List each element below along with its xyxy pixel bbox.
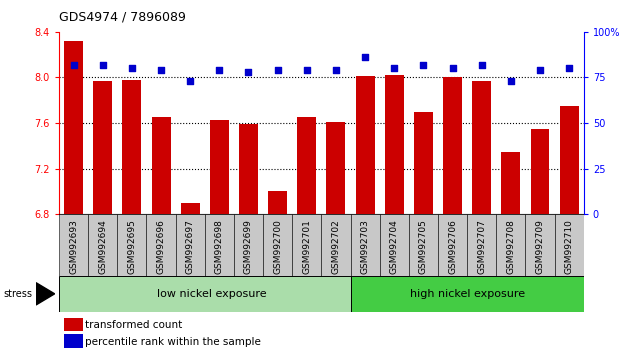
Text: GDS4974 / 7896089: GDS4974 / 7896089: [59, 11, 186, 24]
Bar: [496, 214, 525, 276]
Bar: [438, 214, 467, 276]
Point: [477, 62, 487, 68]
Text: high nickel exposure: high nickel exposure: [410, 289, 525, 299]
Text: GSM992696: GSM992696: [156, 219, 166, 274]
Bar: [205, 214, 234, 276]
Bar: [88, 214, 117, 276]
Bar: [409, 214, 438, 276]
Point: [156, 67, 166, 73]
Bar: [59, 214, 88, 276]
Bar: [64, 334, 83, 348]
Point: [185, 78, 195, 84]
Point: [389, 65, 399, 71]
Bar: [263, 214, 292, 276]
Text: GSM992699: GSM992699: [244, 219, 253, 274]
Text: GSM992695: GSM992695: [127, 219, 137, 274]
Bar: [530, 129, 550, 214]
Text: GSM992708: GSM992708: [506, 219, 515, 274]
Bar: [379, 214, 409, 276]
Point: [214, 67, 224, 73]
Bar: [59, 276, 350, 312]
Point: [273, 67, 283, 73]
Bar: [555, 214, 584, 276]
Bar: [443, 78, 462, 214]
Bar: [117, 214, 147, 276]
Bar: [472, 81, 491, 214]
Bar: [322, 214, 350, 276]
Text: GSM992706: GSM992706: [448, 219, 457, 274]
Point: [506, 78, 516, 84]
Bar: [385, 75, 404, 214]
Bar: [268, 192, 287, 214]
Text: transformed count: transformed count: [85, 320, 183, 330]
Point: [331, 67, 341, 73]
Text: GSM992705: GSM992705: [419, 219, 428, 274]
Point: [535, 67, 545, 73]
Text: GSM992700: GSM992700: [273, 219, 282, 274]
Point: [564, 65, 574, 71]
Point: [448, 65, 458, 71]
Bar: [239, 124, 258, 214]
Text: GSM992709: GSM992709: [535, 219, 545, 274]
Bar: [350, 276, 584, 312]
Bar: [501, 152, 520, 214]
Point: [68, 62, 78, 68]
Bar: [297, 117, 316, 214]
Bar: [525, 214, 555, 276]
Point: [419, 62, 428, 68]
Bar: [181, 203, 200, 214]
Text: stress: stress: [3, 289, 32, 299]
Bar: [350, 214, 379, 276]
Bar: [327, 122, 345, 214]
Text: GSM992703: GSM992703: [361, 219, 369, 274]
Text: low nickel exposure: low nickel exposure: [157, 289, 267, 299]
Bar: [234, 214, 263, 276]
Text: GSM992698: GSM992698: [215, 219, 224, 274]
Point: [360, 55, 370, 60]
Point: [97, 62, 107, 68]
Bar: [176, 214, 205, 276]
Bar: [210, 120, 229, 214]
Text: GSM992710: GSM992710: [564, 219, 574, 274]
Text: percentile rank within the sample: percentile rank within the sample: [85, 337, 261, 347]
Text: GSM992707: GSM992707: [477, 219, 486, 274]
Text: GSM992701: GSM992701: [302, 219, 311, 274]
Bar: [122, 80, 142, 214]
Bar: [560, 106, 579, 214]
Text: GSM992697: GSM992697: [186, 219, 194, 274]
Bar: [64, 41, 83, 214]
Bar: [147, 214, 176, 276]
Bar: [93, 81, 112, 214]
Bar: [414, 112, 433, 214]
Text: GSM992704: GSM992704: [390, 219, 399, 274]
Bar: [292, 214, 322, 276]
Point: [127, 65, 137, 71]
Bar: [356, 76, 374, 214]
Text: GSM992693: GSM992693: [69, 219, 78, 274]
Bar: [467, 214, 496, 276]
Point: [243, 69, 253, 75]
Text: GSM992694: GSM992694: [98, 219, 107, 274]
Point: [302, 67, 312, 73]
Polygon shape: [36, 282, 55, 305]
Text: GSM992702: GSM992702: [332, 219, 340, 274]
Bar: [64, 318, 83, 331]
Bar: [152, 117, 171, 214]
